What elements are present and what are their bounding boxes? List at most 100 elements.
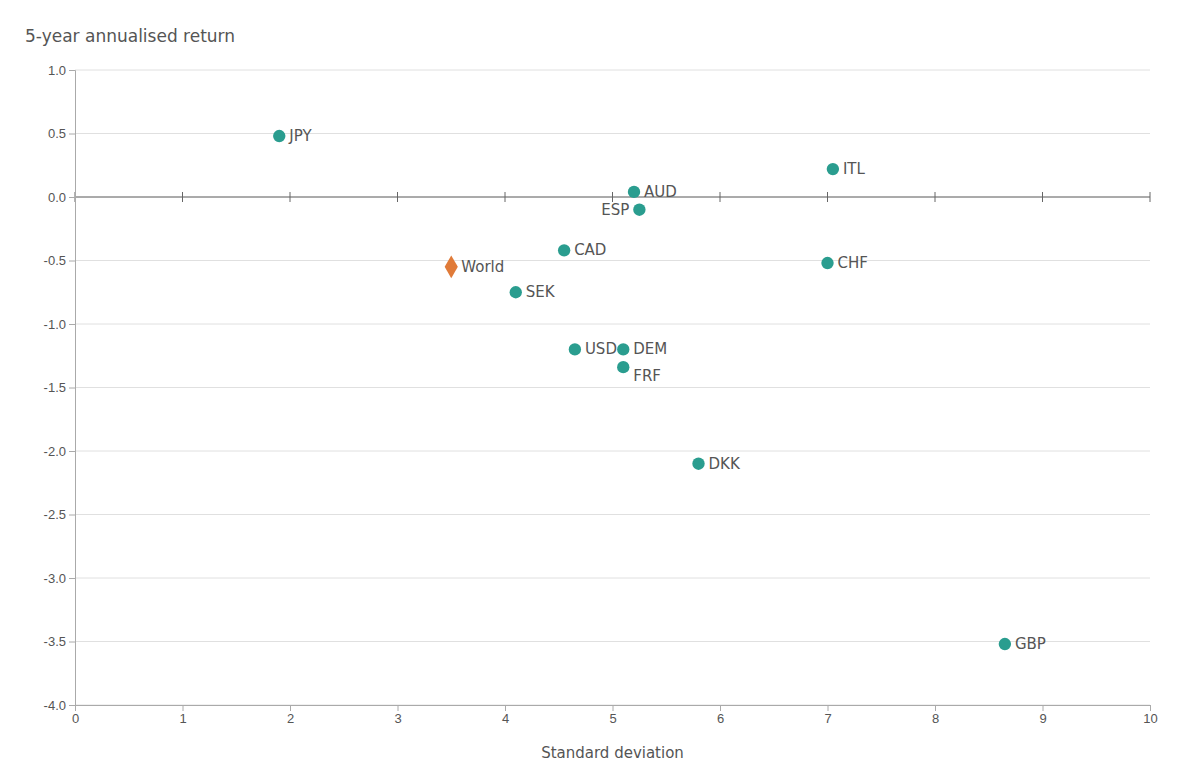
point	[633, 204, 645, 216]
y-tick: -1.0	[44, 317, 75, 332]
points	[273, 130, 1011, 650]
y-tick-label: -4.0	[44, 698, 66, 713]
y-tick-mark	[69, 578, 75, 579]
x-tick-label: 9	[1039, 711, 1046, 726]
x-tick: 5	[609, 705, 616, 726]
x-axis-line	[76, 706, 1151, 712]
point-label: USD	[585, 340, 617, 358]
point-label: ESP	[601, 201, 629, 219]
y-tick-label: 0.0	[48, 190, 66, 205]
y-tick-label: -3.5	[44, 634, 66, 649]
y-tick: -3.5	[44, 634, 75, 649]
y-tick-label: -3.0	[44, 571, 66, 586]
y-tick: 1.0	[48, 63, 75, 78]
point-label: FRF	[633, 367, 661, 385]
point	[999, 638, 1011, 650]
point-label: DKK	[709, 455, 741, 473]
zero-line-tick	[397, 192, 398, 202]
grid-line	[75, 133, 1150, 134]
grid-line	[75, 641, 1150, 642]
grid-line	[75, 578, 1150, 579]
zero-line-tick	[505, 192, 506, 202]
y-tick-label: -2.0	[44, 444, 66, 459]
point-label: World	[461, 258, 504, 276]
chart-container: 012345678910-4.0-3.5-3.0-2.5-2.0-1.5-1.0…	[0, 0, 1200, 780]
y-tick-label: -2.5	[44, 507, 66, 522]
y-tick: -4.0	[44, 698, 75, 713]
zero-line-tick	[290, 192, 291, 202]
grid-line	[75, 451, 1150, 452]
y-tick: 0.5	[48, 126, 75, 141]
point	[827, 163, 839, 175]
y-tick-mark	[69, 388, 75, 389]
point	[617, 361, 629, 373]
y-axis-line	[69, 71, 76, 706]
grid-line	[75, 514, 1150, 515]
x-tick: 1	[179, 705, 186, 726]
y-grid	[75, 70, 1150, 705]
point	[558, 244, 570, 256]
y-tick-label: -0.5	[44, 253, 66, 268]
y-tick-mark	[69, 515, 75, 516]
zero-line-tick	[1042, 192, 1043, 202]
x-tick-mark	[290, 705, 291, 711]
point-label: SEK	[526, 283, 556, 301]
x-tick-mark	[1043, 705, 1044, 711]
point	[445, 255, 458, 278]
y-axis: -4.0-3.5-3.0-2.5-2.0-1.5-1.0-0.50.00.51.…	[44, 63, 76, 713]
point	[628, 186, 640, 198]
y-tick-mark	[69, 134, 75, 135]
x-tick-mark	[1150, 705, 1151, 711]
y-tick: 0.0	[48, 190, 75, 205]
y-tick-mark	[69, 705, 75, 706]
zero-line-tick	[935, 192, 936, 202]
y-tick: -0.5	[44, 253, 75, 268]
grid-line	[75, 260, 1150, 261]
grid-line	[75, 70, 1150, 71]
point	[510, 286, 522, 298]
y-tick-mark	[69, 70, 75, 71]
y-tick-mark	[69, 324, 75, 325]
chart-svg: 012345678910-4.0-3.5-3.0-2.5-2.0-1.5-1.0…	[0, 0, 1200, 780]
y-tick-mark	[69, 197, 75, 198]
x-axis-title: Standard deviation	[541, 744, 684, 762]
x-tick-label: 10	[1143, 711, 1157, 726]
chart-title: 5-year annualised return	[25, 26, 235, 46]
x-tick: 7	[824, 705, 831, 726]
x-tick-mark	[720, 705, 721, 711]
x-tick-label: 8	[932, 711, 939, 726]
x-tick-mark	[183, 705, 184, 711]
x-tick: 4	[502, 705, 509, 726]
point-label: CAD	[574, 241, 606, 259]
x-tick-label: 0	[72, 711, 79, 726]
x-tick-label: 5	[609, 711, 616, 726]
y-tick-mark	[69, 451, 75, 452]
x-tick-label: 2	[287, 711, 294, 726]
point	[617, 343, 629, 355]
x-tick-label: 1	[179, 711, 186, 726]
x-tick-label: 3	[394, 711, 401, 726]
point	[273, 130, 285, 142]
point-label: GBP	[1015, 635, 1046, 653]
x-tick: 10	[1143, 705, 1157, 726]
y-tick: -2.0	[44, 444, 75, 459]
x-tick-label: 7	[824, 711, 831, 726]
x-tick-mark	[935, 705, 936, 711]
point-label: AUD	[644, 183, 677, 201]
zero-line-tick	[1150, 192, 1151, 202]
y-tick-label: 1.0	[48, 63, 66, 78]
y-tick-mark	[69, 642, 75, 643]
point-label: ITL	[843, 160, 866, 178]
y-tick: -3.0	[44, 571, 75, 586]
point-label: JPY	[288, 127, 312, 145]
x-tick-mark	[828, 705, 829, 711]
x-tick: 2	[287, 705, 294, 726]
y-tick-label: 0.5	[48, 126, 66, 141]
x-tick: 3	[394, 705, 401, 726]
zero-line-tick	[182, 192, 183, 202]
grid-line	[75, 324, 1150, 325]
x-tick: 8	[932, 705, 939, 726]
y-tick-mark	[69, 261, 75, 262]
x-tick: 0	[72, 705, 79, 726]
point	[821, 257, 833, 269]
